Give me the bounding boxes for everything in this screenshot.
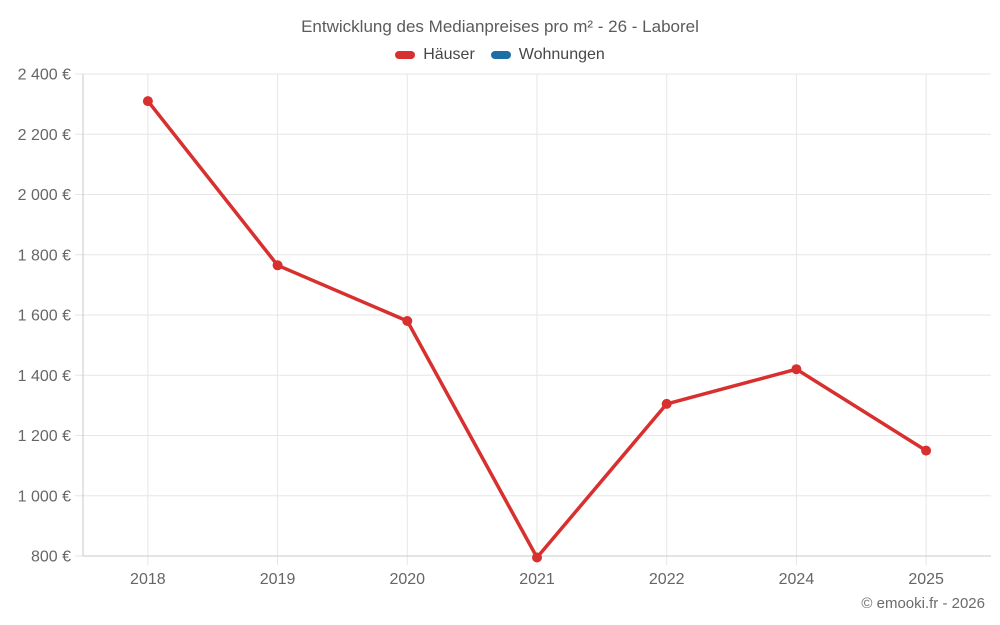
x-axis-label: 2021 xyxy=(519,571,555,588)
y-axis-label: 1 600 € xyxy=(18,308,71,325)
x-axis-label: 2024 xyxy=(779,571,815,588)
y-axis-label: 1 000 € xyxy=(18,488,71,505)
x-axis-label: 2018 xyxy=(130,571,166,588)
data-point-h-user xyxy=(921,445,932,456)
data-point-h-user xyxy=(402,316,413,326)
y-axis-label: 2 200 € xyxy=(18,127,71,144)
x-axis-label: 2020 xyxy=(389,571,425,588)
y-axis-label: 2 000 € xyxy=(18,187,71,204)
legend-label-haeuser: Häuser xyxy=(423,46,475,63)
data-point-h-user xyxy=(142,96,153,107)
wohnungen-series-swatch-icon xyxy=(490,51,511,59)
legend-item-wohnungen[interactable]: Wohnungen xyxy=(490,46,605,64)
haeuser-series-swatch-icon xyxy=(395,51,416,59)
legend-item-haeuser[interactable]: Häuser xyxy=(395,46,475,64)
x-axis-label: 2025 xyxy=(908,571,944,588)
legend-label-wohnungen: Wohnungen xyxy=(518,46,605,63)
data-point-h-user xyxy=(532,552,542,563)
x-axis-label: 2022 xyxy=(649,571,685,588)
y-axis-label: 1 800 € xyxy=(18,247,71,264)
chart-title: Entwicklung des Medianpreises pro m² - 2… xyxy=(301,17,699,36)
y-axis-label: 800 € xyxy=(31,549,71,566)
credit: © emooki.fr - 2026 xyxy=(861,595,985,612)
y-axis-label: 1 200 € xyxy=(18,428,71,445)
y-axis-label: 2 400 € xyxy=(18,67,71,84)
x-axis-label: 2019 xyxy=(260,571,296,588)
legend: Häuser Wohnungen xyxy=(0,46,1000,64)
y-axis-label: 1 400 € xyxy=(18,368,71,385)
data-point-h-user xyxy=(791,364,802,375)
data-point-h-user xyxy=(272,260,283,271)
data-point-h-user xyxy=(661,398,672,409)
